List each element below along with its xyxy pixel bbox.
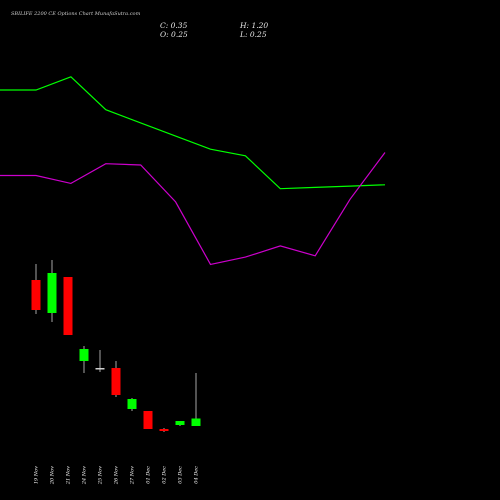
x-tick-label: 20 Nov (50, 466, 56, 485)
candle-body (31, 280, 41, 310)
x-tick-label: 24 Nov (82, 466, 88, 485)
upper-indicator-line (0, 76, 386, 190)
candles-group (31, 260, 201, 432)
candle-body (191, 418, 201, 426)
candle-body (143, 411, 153, 429)
candle-body (79, 349, 89, 361)
candle-body (63, 277, 73, 335)
close-value: C: 0.35 (160, 21, 188, 30)
x-tick-label: 19 Nov (34, 466, 40, 484)
high-value: H: 1.20 (240, 21, 269, 30)
chart-title: SBILIFE 2200 CE Options Chart MunafaSutr… (11, 11, 141, 17)
x-tick-label: 03 Dec (178, 466, 184, 484)
x-tick-label: 04 Dec (194, 466, 200, 484)
x-tick-label: 26 Nov (114, 466, 120, 485)
candle-body (175, 421, 185, 425)
x-tick-label: 25 Nov (98, 466, 104, 485)
low-value: L: 0.25 (240, 30, 267, 39)
candle-body (159, 429, 169, 431)
x-tick-label: 01 Dec (146, 466, 152, 484)
x-tick-label: 21 Nov (66, 466, 72, 485)
lower-indicator-line (0, 152, 386, 266)
x-tick-label: 02 Dec (162, 466, 168, 484)
candle-body (127, 399, 137, 409)
x-axis-labels: 19 Nov 20 Nov 21 Nov 24 Nov 25 Nov 26 Nov 27 N… (34, 466, 200, 485)
candle-body (95, 368, 105, 370)
candle-body (111, 368, 121, 395)
candle-body (47, 273, 57, 313)
open-value: O: 0.25 (160, 30, 188, 39)
x-tick-label: 27 Nov (130, 466, 136, 485)
